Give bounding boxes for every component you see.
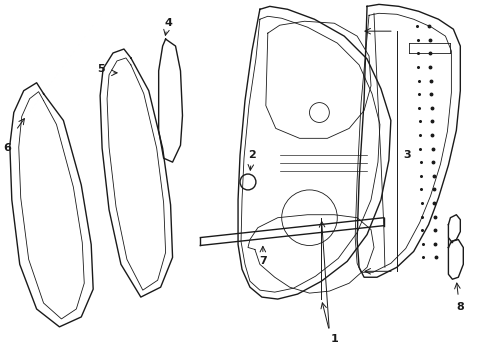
Text: 1: 1 bbox=[330, 334, 338, 344]
Text: 7: 7 bbox=[259, 256, 266, 266]
Text: 5: 5 bbox=[97, 64, 105, 74]
Text: 4: 4 bbox=[164, 18, 172, 28]
Text: 3: 3 bbox=[402, 150, 410, 160]
Text: 2: 2 bbox=[247, 150, 255, 160]
Text: 8: 8 bbox=[455, 302, 463, 312]
Text: 6: 6 bbox=[3, 143, 11, 153]
